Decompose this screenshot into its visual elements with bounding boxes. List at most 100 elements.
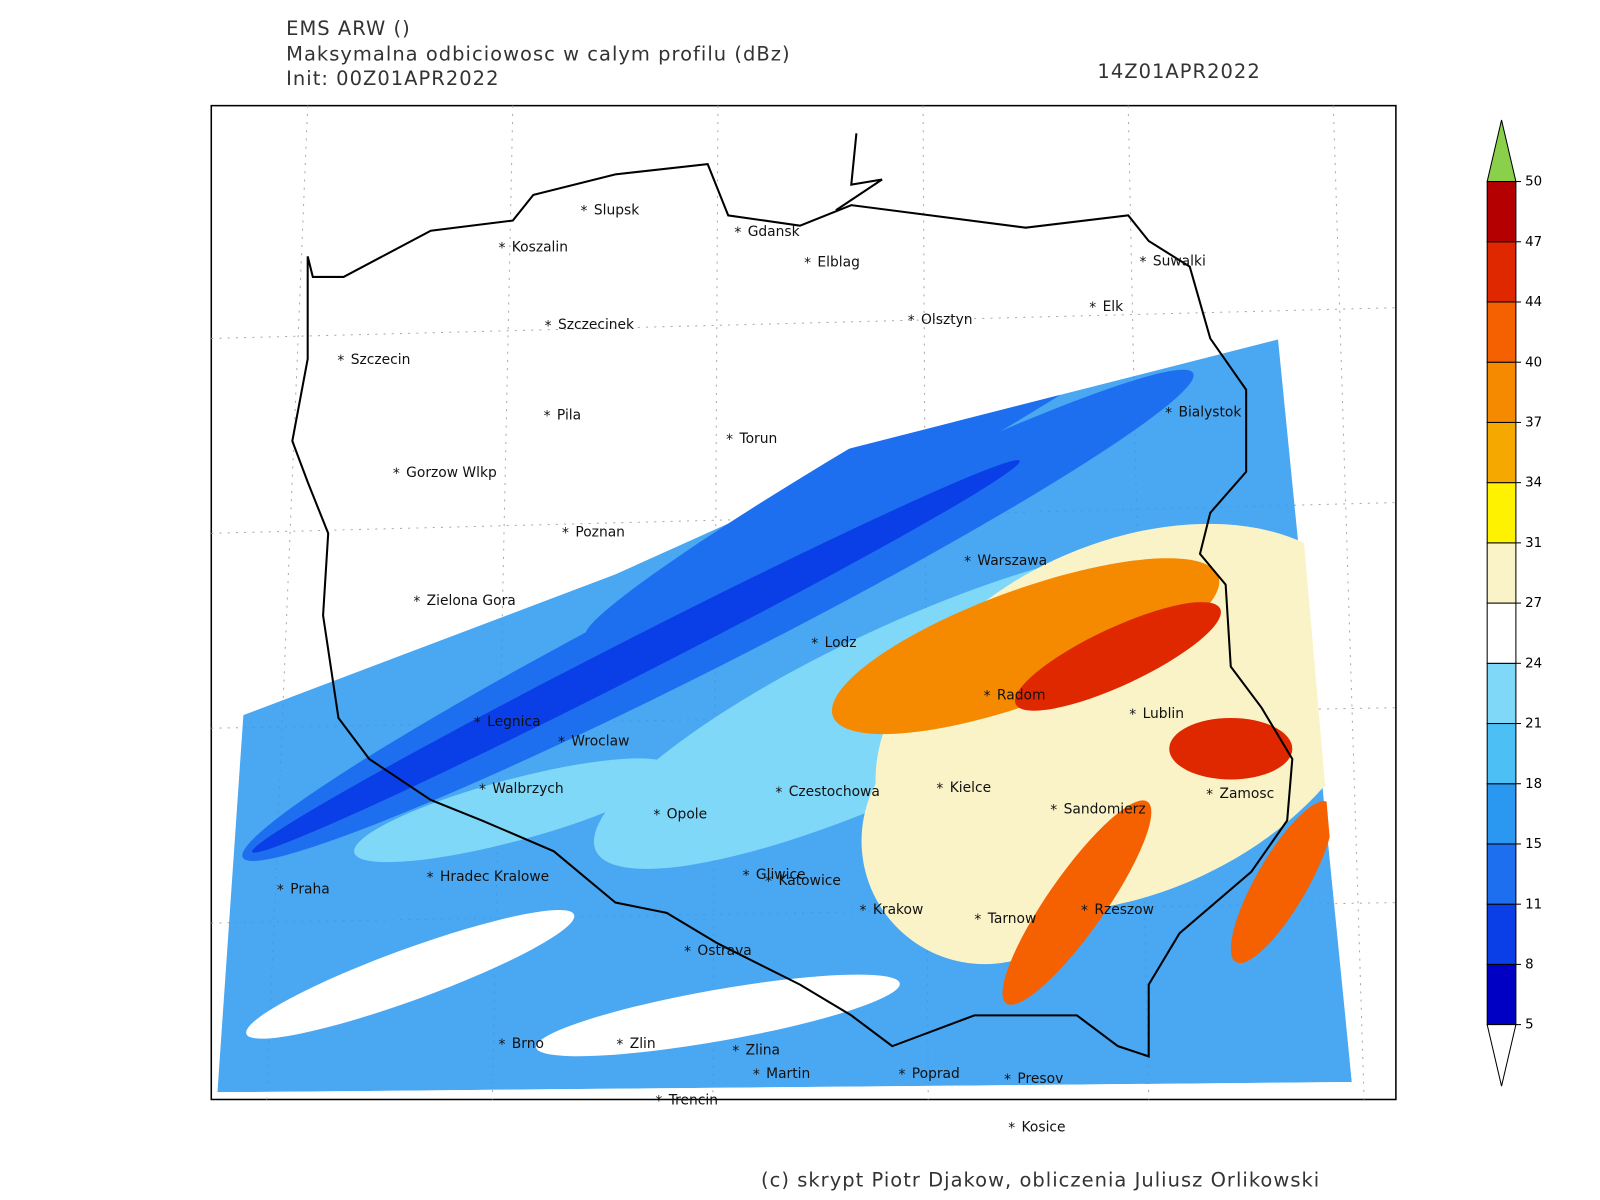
city-label: Lublin [1143,706,1184,722]
city-label: Sandomierz [1064,801,1146,817]
city-marker: * [413,594,420,610]
city-label: Presov [1017,1071,1063,1087]
city-label: Gdansk [748,224,800,240]
city-marker: * [562,525,569,541]
city-label: Zlin [630,1036,656,1052]
colorbar-label: 34 [1525,476,1542,491]
city-label: Zlina [746,1042,780,1058]
city-label: Poprad [912,1066,960,1082]
city-marker: * [655,1094,662,1110]
colorbar-segment [1486,963,1517,1026]
city-label: Olsztyn [921,312,973,328]
city-marker: * [908,313,915,329]
city-label: Wroclaw [571,734,629,750]
city-marker: * [684,944,691,960]
city-label: Lodz [825,635,857,651]
city-marker: * [544,409,551,425]
city-label: Krakow [873,902,924,918]
city-marker: * [498,1037,505,1053]
city-layer: * Slupsk* Koszalin* Gdansk* Elblag * Suwalki* E… [277,202,1274,1136]
colorbar-segment [1486,843,1517,905]
city-marker: * [1129,707,1136,723]
colorbar-label: 5 [1525,1018,1533,1033]
city-marker: * [811,636,818,652]
city-label: Pila [557,407,581,423]
city-marker: * [1050,802,1057,818]
valid-time: 14Z01APR2022 [1097,60,1260,83]
colorbar-over [1486,119,1517,183]
city-label: Radom [997,687,1045,703]
city-marker: * [753,1067,760,1083]
city-label: Brno [512,1036,544,1052]
city-marker: * [427,870,434,886]
city-marker: * [545,318,552,334]
city-marker: * [616,1037,623,1053]
city-label: Trencin [668,1093,718,1109]
city-marker: * [337,353,344,369]
city-marker: * [558,735,565,751]
city-marker: * [1206,787,1213,803]
colorbar-label: 24 [1525,656,1542,671]
header-line: Maksymalna odbiciowosc w calym profilu (… [286,43,790,66]
colorbar-segment [1486,723,1517,785]
city-label: Elblag [817,255,859,271]
colorbar-label: 50 [1525,175,1542,190]
city-label: Katowice [778,873,840,889]
city-marker: * [726,432,733,448]
colorbar-segment [1486,181,1517,243]
colorbar-segment [1486,241,1517,303]
city-marker: * [1139,255,1146,271]
city-marker: * [804,256,811,272]
city-label: Hradec Kralowe [440,869,549,885]
city-label: Ostrava [697,943,751,959]
city-marker: * [732,1043,739,1059]
colorbar-segment [1486,542,1517,604]
colorbar-segment [1486,783,1517,845]
city-label: Poznan [575,524,625,540]
city-label: Opole [667,806,707,822]
city-label: Slupsk [594,202,639,218]
city-marker: * [1081,903,1088,919]
header-line: EMS ARW () [286,17,411,40]
city-label: Kosice [1022,1119,1066,1135]
city-marker: * [898,1067,905,1083]
colorbar-segment [1486,602,1517,664]
city-label: Suwalki [1153,254,1206,270]
colorbar-label: 27 [1525,596,1542,611]
city-marker: * [743,868,750,884]
city-label: Gliwice [756,867,806,883]
city-label: Walbrzych [492,781,563,797]
colorbar-label: 15 [1525,837,1542,852]
city-label: Koszalin [512,239,568,255]
city-marker: * [581,203,588,219]
colorbar-label: 47 [1525,235,1542,250]
city-label: Legnica [487,714,540,730]
city-marker: * [765,874,772,890]
city-marker: * [653,807,660,823]
city-label: Czestochowa [789,784,880,800]
colorbar-label: 40 [1525,355,1542,370]
city-marker: * [936,781,943,797]
colorbar-segment [1486,301,1517,363]
city-label: Elk [1103,299,1124,315]
city-marker: * [393,466,400,482]
colorbar: 5 8 11 15 18 21 24 27 31 34 37 40 44 47 50 [1486,119,1542,1087]
city-label: Martin [766,1066,810,1082]
city-marker: * [1089,300,1096,316]
city-marker: * [984,689,991,705]
colorbar-label: 37 [1525,416,1542,431]
footer: (c) skrypt Piotr Djakow, obliczenia Juli… [761,1169,1320,1192]
city-label: Bialystok [1178,404,1241,420]
borders [291,133,1294,1058]
city-label: Praha [290,881,329,897]
city-label: Torun [738,431,777,447]
city-marker: * [964,554,971,570]
colorbar-label: 21 [1525,717,1542,732]
colorbar-segment [1486,421,1517,484]
colorbar-segment [1486,482,1517,544]
colorbar-segment [1486,361,1517,423]
colorbar-label: 44 [1525,295,1542,310]
city-marker: * [474,715,481,731]
city-label: Zamosc [1219,786,1274,802]
